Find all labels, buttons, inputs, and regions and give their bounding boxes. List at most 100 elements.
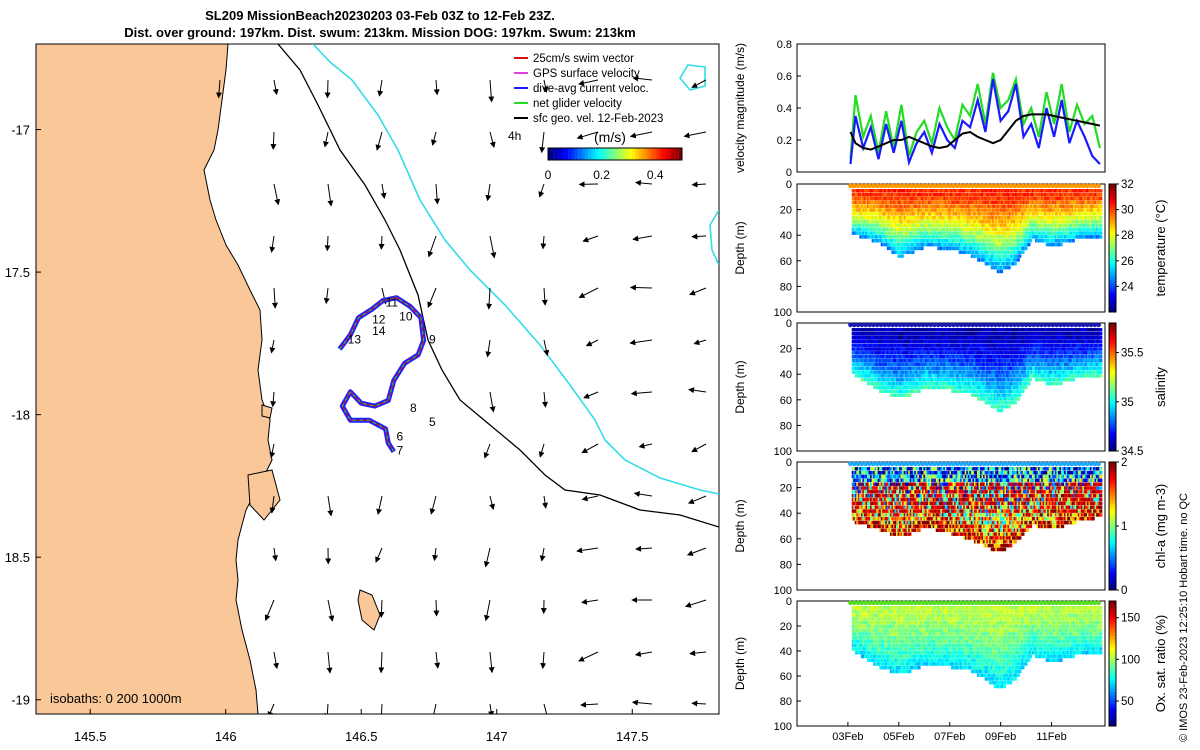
colorbar-segment — [568, 148, 572, 160]
surface-dot — [1039, 183, 1044, 189]
velocity-arrow — [377, 79, 384, 97]
section-cell — [999, 408, 1004, 413]
surface-dot — [909, 183, 914, 189]
velocity-arrow — [270, 131, 277, 151]
velocity-arrow — [540, 235, 547, 250]
colorbar-segment — [1109, 232, 1116, 236]
velocity-arrow — [585, 339, 599, 347]
colorbar-segment — [631, 148, 636, 160]
colorbar-segment — [641, 148, 646, 160]
velocity-arrow — [430, 131, 437, 146]
section-cell — [1021, 250, 1025, 254]
velocity-arrow — [542, 391, 548, 408]
velocity-arrow — [488, 703, 495, 714]
surface-dot — [1061, 183, 1067, 189]
colorbar-segment — [1109, 190, 1116, 195]
colorbar-tick-label: 24 — [1121, 281, 1134, 293]
y-tick-label: -19 — [11, 693, 30, 708]
y-tick-label: 40 — [780, 230, 792, 242]
velocity-arrow — [691, 700, 707, 707]
velocity-arrow — [323, 131, 329, 148]
land-mass — [36, 44, 273, 714]
velocity-arrow — [264, 599, 275, 621]
surface-dot — [1077, 183, 1082, 189]
colorbar-segment — [661, 148, 666, 160]
colorbar-segment — [598, 148, 602, 160]
colorbar-segment — [588, 148, 592, 160]
glider-track-net-velocity — [339, 297, 425, 452]
surface-dot — [924, 183, 930, 189]
velocity-arrow — [693, 339, 707, 346]
surface-dot — [1023, 183, 1029, 189]
colorbar-segment — [591, 148, 596, 160]
surface-dot — [962, 183, 968, 189]
section-cell — [920, 246, 924, 251]
colorbar-tick-label: 32 — [1121, 179, 1134, 191]
colorbar-segment — [551, 148, 555, 160]
colorbar-segment — [1109, 216, 1116, 220]
colorbar-segment — [558, 148, 562, 160]
surface-dot — [848, 183, 853, 189]
colorbar-tick-label: 28 — [1121, 230, 1134, 242]
surface-dot — [1065, 183, 1071, 189]
colorbar-segment — [1109, 209, 1116, 214]
y-tick-label: 20 — [780, 205, 792, 217]
velocity-arrow — [323, 287, 330, 305]
surface-dot — [932, 183, 937, 189]
colorbar-segment — [675, 148, 679, 160]
velocity-arrow — [542, 79, 549, 93]
day-label: 13 — [348, 332, 362, 346]
velocity-arrow — [578, 287, 599, 298]
velocity-arrow — [483, 547, 491, 568]
velocity-arrow — [269, 495, 276, 514]
section-cell — [1099, 196, 1103, 201]
colorbar-segment — [1109, 283, 1116, 287]
surface-dot — [859, 183, 865, 189]
surface-dot — [1096, 183, 1101, 189]
surface-dot — [1084, 183, 1090, 189]
section-cell — [1099, 231, 1103, 235]
velocity-arrow — [689, 650, 707, 657]
velocity-arrow — [486, 287, 493, 310]
section-cell — [1021, 389, 1025, 393]
colorbar-segment — [1109, 241, 1116, 246]
colorbar-tick-label: 30 — [1121, 205, 1134, 217]
colorbar-tick-label: 0.4 — [647, 168, 664, 182]
surface-dot — [1031, 183, 1037, 189]
colorbar-segment — [1109, 302, 1116, 307]
section-cell — [1007, 265, 1011, 270]
velocity-arrow — [483, 599, 491, 622]
velocity-arrow — [483, 443, 491, 459]
day-label: 10 — [399, 310, 413, 324]
legend-label: GPS surface velocity — [533, 68, 640, 80]
velocity-arrow — [433, 599, 440, 617]
surface-dot — [939, 183, 945, 189]
surface-dot — [951, 183, 956, 189]
velocity-arrow — [687, 495, 707, 504]
surface-dot — [974, 183, 979, 189]
map-colorbar: 0 0.2 0.4 — [545, 147, 683, 182]
velocity-arrow — [267, 703, 275, 714]
surface-dot — [1042, 183, 1048, 189]
x-tick-label: 147 — [486, 729, 508, 744]
surface-dot — [878, 183, 884, 189]
colorbar-segment — [1109, 273, 1116, 278]
isobath-1000-line — [679, 64, 706, 91]
section-cell — [1099, 208, 1103, 212]
velocity-y-label: velocity magnitude (m/s) — [733, 43, 747, 173]
colorbar-segment — [1109, 184, 1116, 188]
surface-dot — [886, 183, 891, 189]
surface-dot — [958, 183, 964, 189]
colorbar-segment — [1109, 292, 1116, 297]
colorbar-segment — [1109, 308, 1116, 313]
velocity-arrow — [326, 651, 333, 674]
surface-dot — [1035, 183, 1040, 189]
series-line — [849, 72, 1101, 160]
colorbar-segment — [574, 148, 579, 160]
velocity-arrow — [273, 183, 281, 206]
isobath-200-line — [277, 44, 719, 528]
y-tick-label: 0 — [786, 167, 792, 179]
y-tick-label: 0.8 — [777, 39, 792, 51]
section-cell — [1018, 393, 1022, 397]
